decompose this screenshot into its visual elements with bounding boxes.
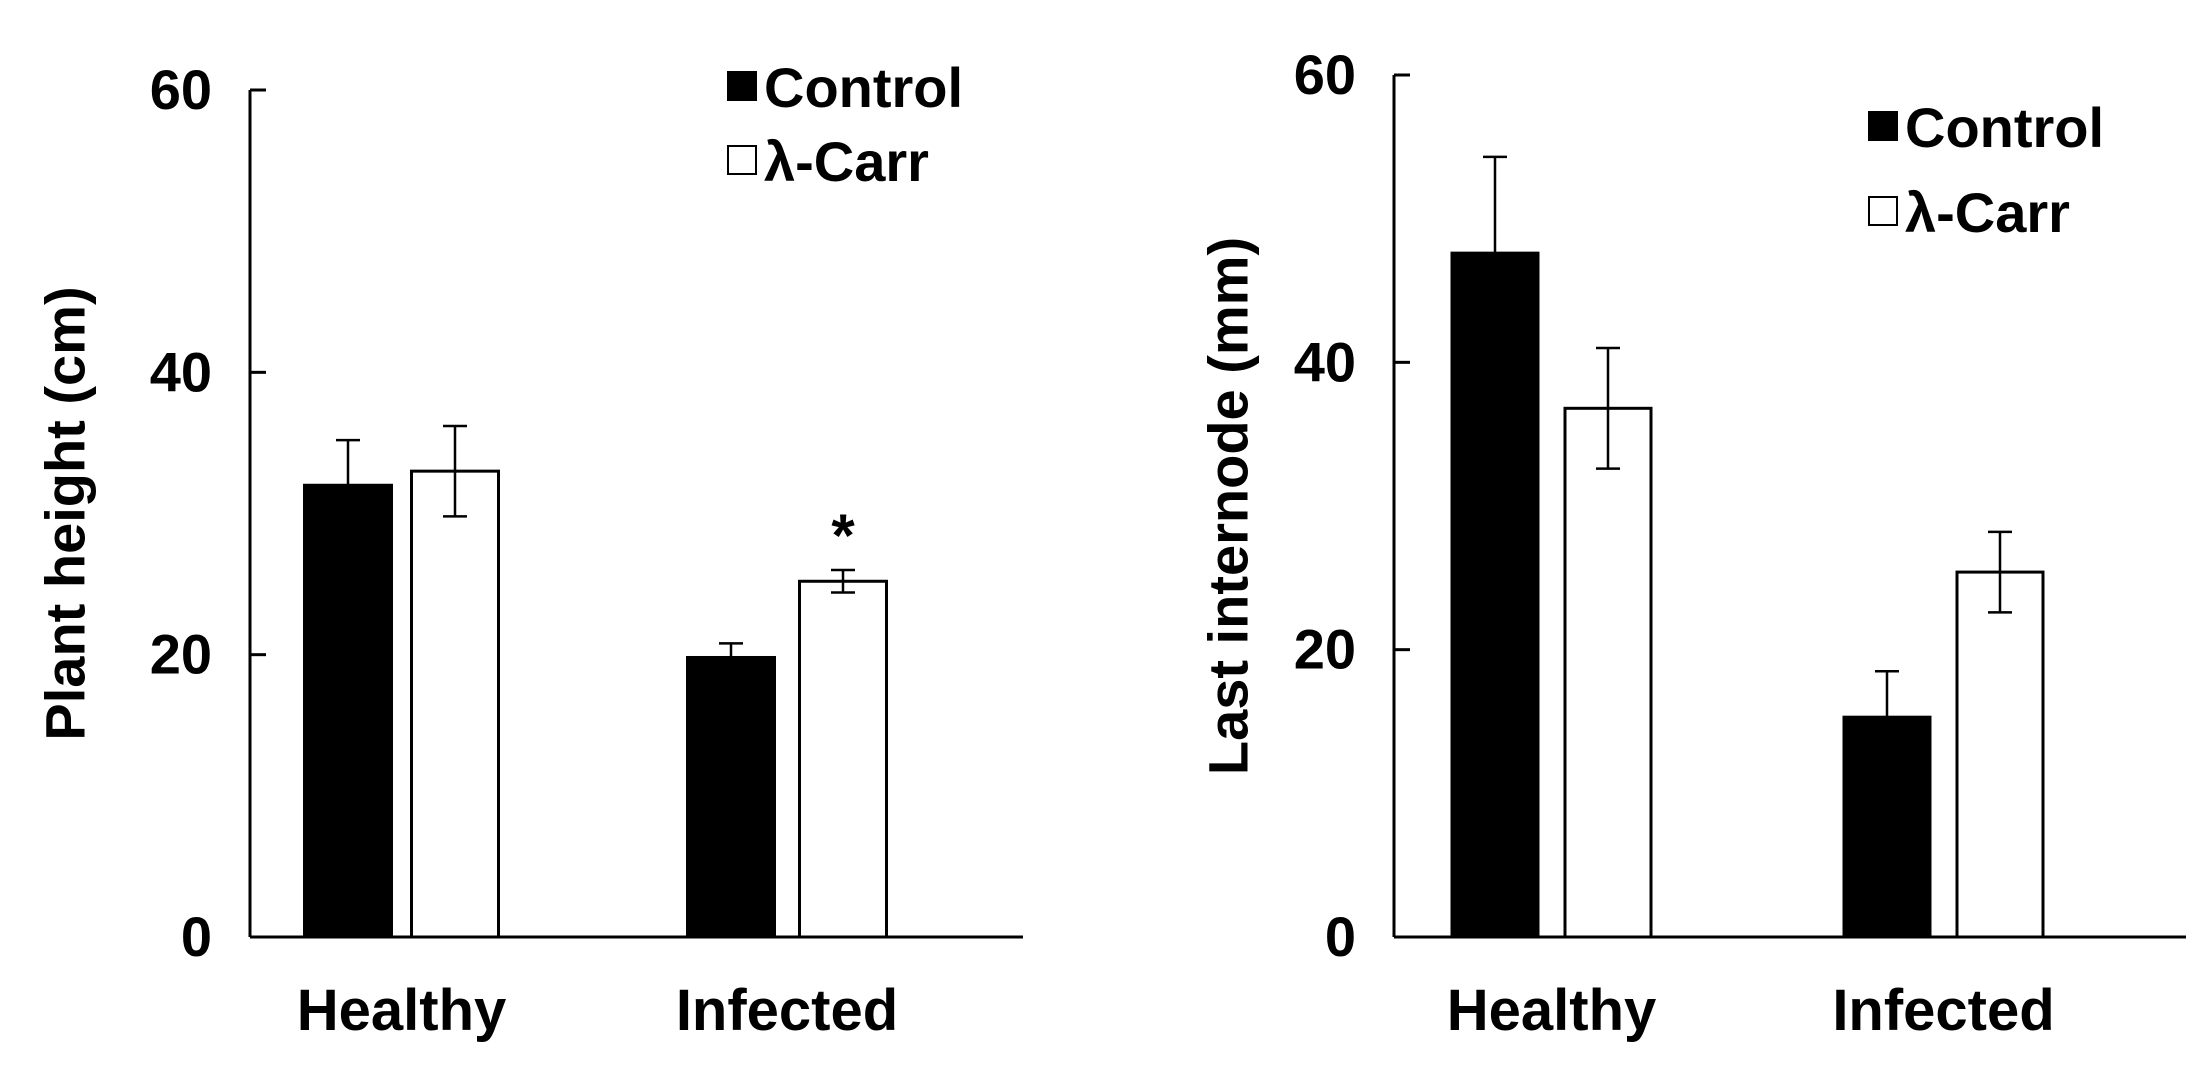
x-category-label: Infected — [676, 978, 898, 1043]
legend-swatch — [727, 71, 757, 101]
y-tick-label: 0 — [181, 905, 212, 968]
legend-label: Control — [764, 56, 963, 119]
bar — [303, 483, 393, 939]
legend-swatch — [727, 145, 757, 175]
x-category-label: Infected — [1832, 978, 2054, 1043]
x-category-label: Healthy — [297, 978, 507, 1043]
y-tick-label: 60 — [1294, 43, 1356, 106]
bar — [1955, 570, 2045, 939]
bar — [1450, 251, 1540, 939]
last-internode-chart: 0 20 40 60 Last internode (mm) Healthy Infecte… — [1197, 43, 2186, 1043]
y-tick-label: 20 — [150, 623, 212, 686]
legend-label: Control — [1905, 96, 2104, 159]
y-axis-title: Plant height (cm) — [34, 286, 97, 740]
y-tick-label: 60 — [150, 58, 212, 121]
y-tick-label: 0 — [1325, 905, 1356, 968]
bar — [686, 655, 776, 939]
legend-label: λ-Carr — [1905, 181, 2070, 244]
legend-swatch — [1868, 196, 1898, 226]
legend-label: λ-Carr — [764, 130, 929, 193]
legend-swatch — [1868, 111, 1898, 141]
bar — [798, 579, 888, 939]
y-tick-label: 20 — [1294, 618, 1356, 681]
y-tick-label: 40 — [1294, 330, 1356, 393]
bar — [410, 469, 500, 939]
significance-marker: * — [831, 502, 855, 569]
y-tick-label: 40 — [150, 340, 212, 403]
bar — [1563, 406, 1653, 939]
plant-height-chart: 0 20 40 60 Plant height (cm) * Healthy Infected… — [34, 56, 1023, 1043]
x-category-label: Healthy — [1447, 978, 1657, 1043]
y-axis-title: Last internode (mm) — [1197, 237, 1260, 775]
